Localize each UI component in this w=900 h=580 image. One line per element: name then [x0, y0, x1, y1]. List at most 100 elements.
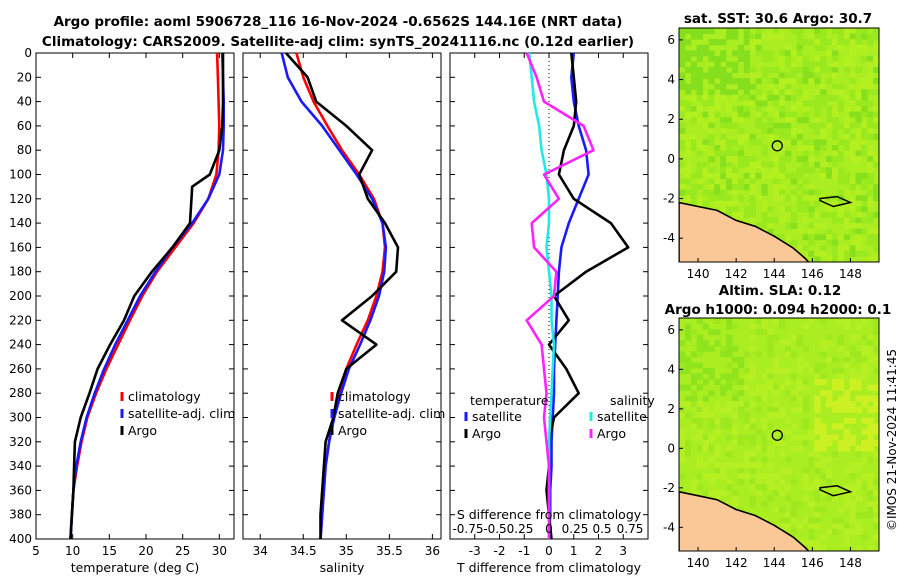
- map-cell: [708, 150, 715, 157]
- map-cell: [702, 139, 709, 146]
- map-cell: [820, 234, 827, 241]
- map-cell: [767, 78, 774, 85]
- map-cell: [790, 390, 798, 397]
- map-cell: [690, 484, 698, 491]
- map-cell: [867, 384, 874, 391]
- map-cell: [849, 223, 856, 230]
- map-cell: [749, 172, 756, 179]
- map-cell: [708, 39, 715, 46]
- map-cell: [761, 50, 768, 57]
- map-cell: [820, 245, 827, 252]
- map-cell: [690, 200, 698, 207]
- salinity-panel: 34 34.5 35 35.5 36 salinity climatology satelli…: [242, 52, 445, 575]
- map-cell: [814, 106, 821, 113]
- map-cell: [820, 100, 827, 107]
- map-cell: [773, 489, 780, 497]
- map-cell: [837, 100, 845, 107]
- map-cell: [743, 373, 751, 380]
- map-cell: [849, 473, 856, 480]
- map-cell: [849, 217, 856, 224]
- map-cell: [808, 206, 815, 213]
- map-cell: [696, 195, 704, 202]
- x-tick-label: 35: [339, 544, 354, 558]
- map-cell: [767, 55, 774, 62]
- map-cell: [731, 111, 739, 118]
- map-cell: [708, 133, 715, 140]
- map-cell: [843, 55, 851, 62]
- map-cell: [802, 423, 809, 430]
- map-cell: [743, 423, 751, 430]
- map-cell: [737, 156, 745, 163]
- map-cell: [790, 195, 798, 202]
- map-cell: [749, 467, 756, 474]
- map-cell: [861, 184, 868, 191]
- map-cell: [761, 390, 768, 397]
- map-cell: [726, 445, 733, 452]
- map-cell: [679, 39, 686, 46]
- map-cell: [714, 200, 721, 207]
- map-cell: [855, 122, 862, 129]
- map-cell: [873, 523, 879, 530]
- map-cell: [773, 406, 780, 413]
- map-cell: [814, 523, 821, 530]
- map-cell: [873, 211, 879, 218]
- map-cell: [831, 195, 839, 202]
- map-cell: [802, 156, 809, 163]
- map-cell: [773, 428, 780, 435]
- map-cell: [731, 206, 739, 213]
- map-cell: [867, 100, 874, 107]
- map-cell: [831, 234, 839, 241]
- map-cell: [708, 139, 715, 146]
- map-cell: [767, 351, 774, 358]
- map-cell: [684, 367, 692, 374]
- map-cell: [720, 156, 727, 163]
- map-cell: [873, 78, 879, 85]
- map-cell: [690, 28, 698, 35]
- map-cell: [702, 200, 709, 207]
- map-cell: [743, 83, 751, 90]
- map-cell: [849, 245, 856, 252]
- map-cell: [779, 172, 786, 179]
- map-cell: [743, 94, 751, 101]
- map-cell: [867, 189, 874, 196]
- map-cell: [679, 78, 686, 85]
- map-cell: [708, 178, 715, 185]
- map-cell: [731, 178, 739, 185]
- map-cell: [708, 128, 715, 135]
- map-cell: [773, 506, 780, 513]
- map-cell: [843, 534, 851, 541]
- map-cell: [684, 172, 692, 179]
- map-cell: [849, 94, 856, 101]
- map-cell: [790, 178, 798, 185]
- sst-map-title: sat. SST: 30.6 Argo: 30.7: [684, 11, 872, 27]
- map-cell: [849, 384, 856, 391]
- map-cell: [784, 133, 792, 140]
- map-cell: [755, 117, 762, 124]
- map-cell: [820, 445, 827, 452]
- map-cell: [814, 55, 821, 62]
- map-cell: [726, 401, 733, 408]
- map-cell: [855, 395, 862, 402]
- map-cell: [861, 512, 868, 519]
- map-cell: [690, 133, 698, 140]
- map-cell: [755, 78, 762, 85]
- map-cell: [867, 428, 874, 435]
- map-cell: [837, 506, 845, 513]
- map-cell: [767, 106, 774, 113]
- map-cell: [679, 122, 686, 129]
- map-cell: [737, 356, 745, 363]
- map-cell: [867, 172, 874, 179]
- map-cell: [861, 55, 868, 62]
- map-cell: [820, 506, 827, 513]
- map-cell: [731, 501, 739, 508]
- map-cell: [796, 167, 804, 174]
- map-cell: [784, 172, 792, 179]
- map-cell: [826, 167, 833, 174]
- map-cell: [726, 28, 733, 35]
- map-cell: [855, 334, 862, 341]
- map-cell: [679, 145, 686, 152]
- map-cell: [731, 462, 739, 469]
- map-cell: [720, 345, 727, 352]
- map-cell: [861, 128, 868, 135]
- map-cell: [690, 78, 698, 85]
